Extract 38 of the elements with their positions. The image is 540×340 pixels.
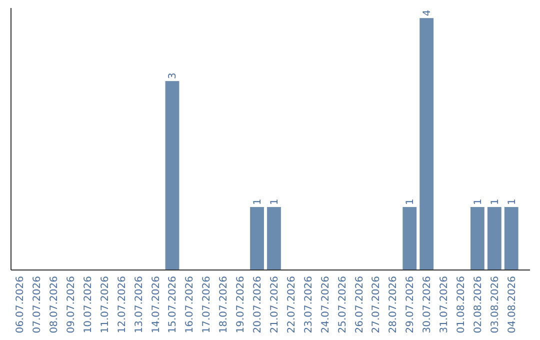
- x-tick-label: 17.07.2026: [202, 276, 213, 334]
- data-label: 1: [490, 198, 501, 206]
- x-tick-label: 26.07.2026: [354, 276, 366, 334]
- x-tick-label: 13.07.2026: [134, 276, 145, 334]
- data-label: 1: [472, 198, 484, 206]
- data-label: 4: [422, 10, 434, 16]
- data-label: 3: [168, 72, 179, 80]
- x-tick-label: 14.07.2026: [150, 276, 162, 334]
- x-tick-label: 15.07.2026: [168, 276, 179, 334]
- x-tick-label: 06.07.2026: [15, 276, 26, 334]
- x-tick-label: 21.07.2026: [269, 276, 280, 334]
- x-tick-label: 29.07.2026: [405, 276, 416, 334]
- data-label: 1: [405, 198, 416, 206]
- x-tick-label: 23.07.2026: [303, 276, 314, 334]
- x-tick-label: 07.07.2026: [32, 276, 44, 334]
- data-label: 1: [252, 198, 264, 206]
- x-tick-label: 27.07.2026: [371, 276, 382, 334]
- x-tick-label: 02.08.2026: [472, 276, 484, 334]
- x-tick-label: 24.07.2026: [320, 276, 332, 334]
- x-tick-label: 08.07.2026: [49, 276, 60, 334]
- x-tick-label: 11.07.2026: [100, 276, 111, 334]
- data-label: 1: [269, 198, 280, 206]
- x-tick-label: 25.07.2026: [337, 276, 348, 334]
- x-tick-label: 31.07.2026: [439, 276, 450, 334]
- x-tick-label: 16.07.2026: [184, 276, 196, 334]
- x-tick-label: 19.07.2026: [236, 276, 247, 334]
- x-tick-label: 30.07.2026: [422, 276, 434, 334]
- x-tick-label: 04.08.2026: [506, 276, 518, 334]
- x-tick-label: 01.08.2026: [456, 276, 467, 334]
- data-label: 1: [506, 198, 518, 206]
- x-tick-label: 09.07.2026: [66, 276, 78, 334]
- x-tick-label: 28.07.2026: [388, 276, 400, 334]
- x-tick-label: 18.07.2026: [218, 276, 230, 334]
- x-tick-label: 12.07.2026: [116, 276, 128, 334]
- x-tick-label: 22.07.2026: [286, 276, 298, 334]
- x-tick-label: 03.08.2026: [490, 276, 501, 334]
- x-tick-label: 20.07.2026: [252, 276, 264, 334]
- x-tick-label: 10.07.2026: [82, 276, 94, 334]
